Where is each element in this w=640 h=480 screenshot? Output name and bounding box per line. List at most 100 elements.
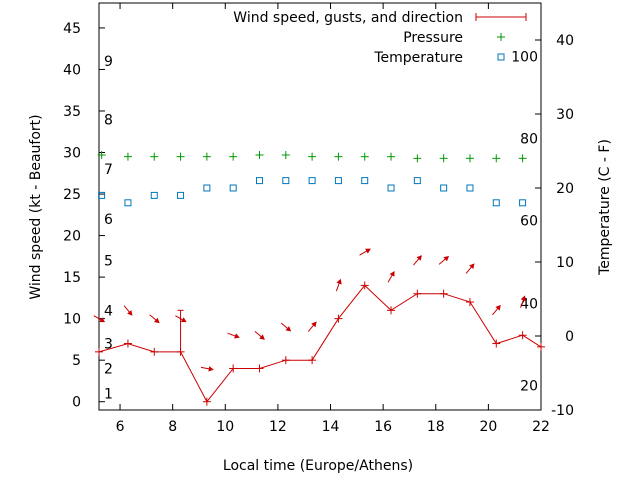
- pressure-point: [308, 152, 317, 161]
- direction-arrow-head: [285, 326, 292, 332]
- direction-arrow-head: [336, 278, 342, 285]
- wind-point: [360, 281, 369, 290]
- direction-arrow-head: [416, 255, 422, 261]
- plot-area: [93, 151, 545, 406]
- direction-arrow-head: [208, 366, 214, 372]
- beaufort-label-9: 9: [104, 54, 113, 70]
- y-right-tick-labels: -10 0 10 20 30 40: [551, 33, 574, 419]
- y-left-tick-label-15: 15: [63, 270, 81, 286]
- direction-arrow: [492, 304, 501, 316]
- legend-wind-label: Wind speed, gusts, and direction: [233, 10, 463, 26]
- legend-temperature-label: Temperature: [373, 50, 463, 66]
- temperature-point: [308, 177, 316, 185]
- temperature-point: [98, 191, 106, 199]
- temperature-point: [282, 177, 290, 185]
- x-tick-label-22: 22: [532, 419, 550, 435]
- direction-arrow-head: [365, 248, 371, 254]
- direction-arrow: [335, 278, 342, 292]
- y-left-axis-label: Wind speed (kt - Beaufort): [28, 114, 44, 299]
- x-tick-label-8: 8: [168, 419, 177, 435]
- fahrenheit-label-80: 80: [520, 131, 538, 147]
- fahrenheit-label-20: 20: [520, 379, 538, 395]
- wind-point: [518, 331, 527, 340]
- pressure-point: [123, 152, 132, 161]
- direction-arrow-head: [469, 263, 475, 270]
- wind-point: [537, 342, 545, 351]
- wind-point: [255, 364, 264, 373]
- wind-point: [334, 314, 343, 323]
- temperature-points: [98, 177, 527, 207]
- pressure-point: [97, 151, 106, 160]
- temperature-point: [255, 177, 263, 185]
- beaufort-label-2: 2: [104, 361, 113, 377]
- direction-arrow: [123, 305, 133, 316]
- wind-point: [229, 364, 238, 373]
- wind-point: [95, 347, 103, 356]
- wind-point: [308, 356, 317, 365]
- direction-arrow: [93, 315, 106, 323]
- temperature-point: [387, 184, 395, 192]
- temperature-point: [150, 191, 158, 199]
- temperature-point: [229, 184, 237, 192]
- beaufort-labels: 1 2 3 4 5 6 7 8 9: [104, 54, 113, 402]
- wind-point: [413, 289, 422, 298]
- temperature-point: [519, 199, 527, 207]
- direction-arrow: [227, 332, 240, 339]
- direction-arrow: [254, 331, 265, 340]
- temperature-point: [466, 184, 474, 192]
- pressure-point: [387, 152, 396, 161]
- direction-arrow: [359, 248, 371, 256]
- pressure-point: [202, 152, 211, 161]
- y-left-tick-label-35: 35: [63, 104, 81, 120]
- y-left-tick-label-5: 5: [72, 353, 81, 369]
- pressure-point: [229, 152, 238, 161]
- beaufort-label-3: 3: [104, 337, 113, 353]
- y-left-tick-label-10: 10: [63, 312, 81, 328]
- direction-arrow-head: [153, 317, 160, 324]
- wind-point: [439, 289, 448, 298]
- y-left-tick-labels: 0 5 10 15 20 25 30 35 40 45: [63, 21, 81, 411]
- temperature-point: [440, 184, 448, 192]
- temperature-point: [177, 191, 185, 199]
- plot-frame: [98, 2, 542, 411]
- x-tick-label-10: 10: [216, 419, 234, 435]
- direction-arrow-head: [311, 321, 317, 328]
- y-left-tick-label-40: 40: [63, 62, 81, 78]
- pressure-point: [176, 152, 185, 161]
- direction-arrow-head: [495, 304, 501, 311]
- beaufort-label-7: 7: [104, 162, 113, 178]
- x-tick-label-6: 6: [116, 419, 125, 435]
- axis-ticks: [99, 3, 542, 411]
- temperature-point: [492, 199, 500, 207]
- beaufort-label-4: 4: [104, 303, 113, 319]
- pressure-point: [334, 152, 343, 161]
- fahrenheit-label-100: 100: [511, 49, 538, 65]
- y-right-tick-label-10: 10: [556, 255, 574, 271]
- y-right-tick-label-40: 40: [556, 33, 574, 49]
- temperature-point: [203, 184, 211, 192]
- x-tick-labels: 6 8 10 12 14 16 18 20 22: [116, 419, 550, 435]
- x-tick-label-16: 16: [374, 419, 392, 435]
- legend-temperature-swatch: [497, 53, 505, 61]
- x-tick-label-14: 14: [322, 419, 340, 435]
- temperature-point: [413, 177, 421, 185]
- wind-point: [465, 298, 474, 307]
- x-tick-label-18: 18: [427, 419, 445, 435]
- wind-point: [202, 397, 211, 406]
- direction-arrow: [413, 255, 422, 266]
- direction-arrow: [520, 295, 526, 308]
- temperature-point: [124, 199, 132, 207]
- beaufort-label-5: 5: [104, 253, 113, 269]
- pressure-point: [281, 151, 290, 160]
- wind-point: [492, 339, 501, 348]
- y-right-tick-label-0: 0: [565, 329, 574, 345]
- temperature-point: [361, 177, 369, 185]
- direction-arrow-head: [520, 295, 526, 302]
- y-right-tick-label-20: 20: [556, 181, 574, 197]
- wind-speed-line: [98, 284, 542, 403]
- pressure-point: [439, 154, 448, 163]
- direction-arrow: [307, 321, 317, 332]
- x-tick-label-20: 20: [479, 419, 497, 435]
- pressure-point: [492, 154, 501, 163]
